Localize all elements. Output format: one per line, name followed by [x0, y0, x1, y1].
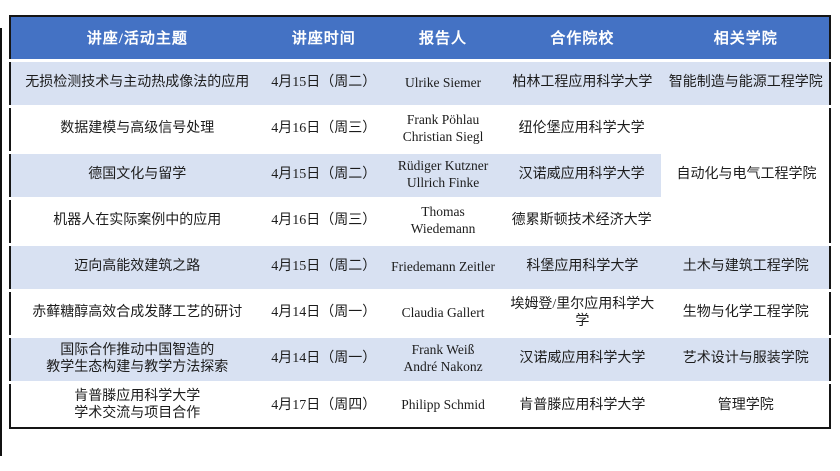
cell-speaker: Thomas Wiedemann — [383, 196, 503, 244]
table-row: 迈向高能效建筑之路 4月15日（周二） Friedemann Zeitler 科… — [10, 242, 830, 290]
header-college: 相关学院 — [662, 16, 830, 60]
header-row: 讲座/活动主题 讲座时间 报告人 合作院校 相关学院 — [10, 16, 830, 60]
cell-time: 4月16日（周三） — [263, 196, 384, 244]
cell-university: 汉诺威应用科学大学 — [502, 334, 663, 382]
cell-time: 4月14日（周一） — [263, 334, 384, 382]
lecture-schedule-table: 讲座/活动主题 讲座时间 报告人 合作院校 相关学院 无损检测技术与主动热成像法… — [9, 15, 831, 429]
cell-topic: 德国文化与留学 — [10, 150, 264, 198]
cell-university: 德累斯顿技术经济大学 — [502, 196, 663, 244]
cell-speaker: Ulrike Siemer — [383, 58, 503, 106]
table-row: 肯普滕应用科学大学 学术交流与项目合作 4月17日（周四） Philipp Sc… — [10, 380, 830, 428]
cell-time: 4月17日（周四） — [263, 380, 384, 428]
cell-time: 4月15日（周二） — [263, 150, 384, 198]
cell-university: 科堡应用科学大学 — [502, 242, 663, 290]
cell-university: 埃姆登/里尔应用科学大学 — [502, 288, 663, 336]
cell-college: 管理学院 — [662, 380, 830, 428]
cell-speaker: Claudia Gallert — [383, 288, 503, 336]
table-row: 赤藓糖醇高效合成发酵工艺的研讨 4月14日（周一） Claudia Galler… — [10, 288, 830, 336]
cell-college: 土木与建筑工程学院 — [662, 242, 830, 290]
cell-time: 4月14日（周一） — [263, 288, 384, 336]
cell-time: 4月15日（周二） — [263, 242, 384, 290]
cell-topic: 迈向高能效建筑之路 — [10, 242, 264, 290]
cell-topic: 数据建模与高级信号处理 — [10, 104, 264, 152]
left-edge-frame-line — [0, 28, 2, 456]
cell-university: 纽伦堡应用科学大学 — [502, 104, 663, 152]
cell-speaker: Frank Weiß André Nakonz — [383, 334, 503, 382]
header-university: 合作院校 — [502, 16, 663, 60]
table-row: 数据建模与高级信号处理 4月16日（周三） Frank Pöhlau Chris… — [10, 104, 830, 244]
cell-topic: 国际合作推动中国智造的 教学生态构建与教学方法探索 — [10, 334, 264, 382]
table-row: 机器人在实际案例中的应用 4月16日（周三） Thomas Wiedemann … — [10, 196, 830, 244]
cell-topic: 无损检测技术与主动热成像法的应用 — [10, 58, 264, 106]
cell-university: 汉诺威应用科学大学 — [502, 150, 663, 198]
cell-topic: 机器人在实际案例中的应用 — [10, 196, 264, 244]
header-speaker: 报告人 — [383, 16, 503, 60]
cell-topic: 肯普滕应用科学大学 学术交流与项目合作 — [10, 380, 264, 428]
header-topic: 讲座/活动主题 — [10, 16, 264, 60]
cell-speaker: Frank Pöhlau Christian Siegl — [383, 104, 503, 152]
cell-college: 艺术设计与服装学院 — [662, 334, 830, 382]
cell-time: 4月15日（周二） — [263, 58, 384, 106]
table-body: 无损检测技术与主动热成像法的应用 4月15日（周二） Ulrike Siemer… — [10, 58, 830, 428]
cell-college: 智能制造与能源工程学院 — [662, 58, 830, 106]
header-time: 讲座时间 — [263, 16, 384, 60]
cell-university: 肯普滕应用科学大学 — [502, 380, 663, 428]
table-row: 德国文化与留学 4月15日（周二） Rüdiger Kutzner Ullric… — [10, 150, 830, 198]
cell-speaker: Philipp Schmid — [383, 380, 503, 428]
cell-speaker: Rüdiger Kutzner Ullrich Finke — [383, 150, 503, 198]
cell-college: 生物与化学工程学院 — [662, 288, 830, 336]
table-row: 无损检测技术与主动热成像法的应用 4月15日（周二） Ulrike Siemer… — [10, 58, 830, 106]
cell-college-merged: 自动化与电气工程学院 — [661, 104, 830, 244]
cell-topic: 赤藓糖醇高效合成发酵工艺的研讨 — [10, 288, 264, 336]
cell-time: 4月16日（周三） — [263, 104, 384, 152]
cell-university: 柏林工程应用科学大学 — [502, 58, 663, 106]
table-header: 讲座/活动主题 讲座时间 报告人 合作院校 相关学院 — [10, 16, 830, 60]
cell-speaker: Friedemann Zeitler — [383, 242, 503, 290]
table-row: 国际合作推动中国智造的 教学生态构建与教学方法探索 4月14日（周一） Fran… — [10, 334, 830, 382]
